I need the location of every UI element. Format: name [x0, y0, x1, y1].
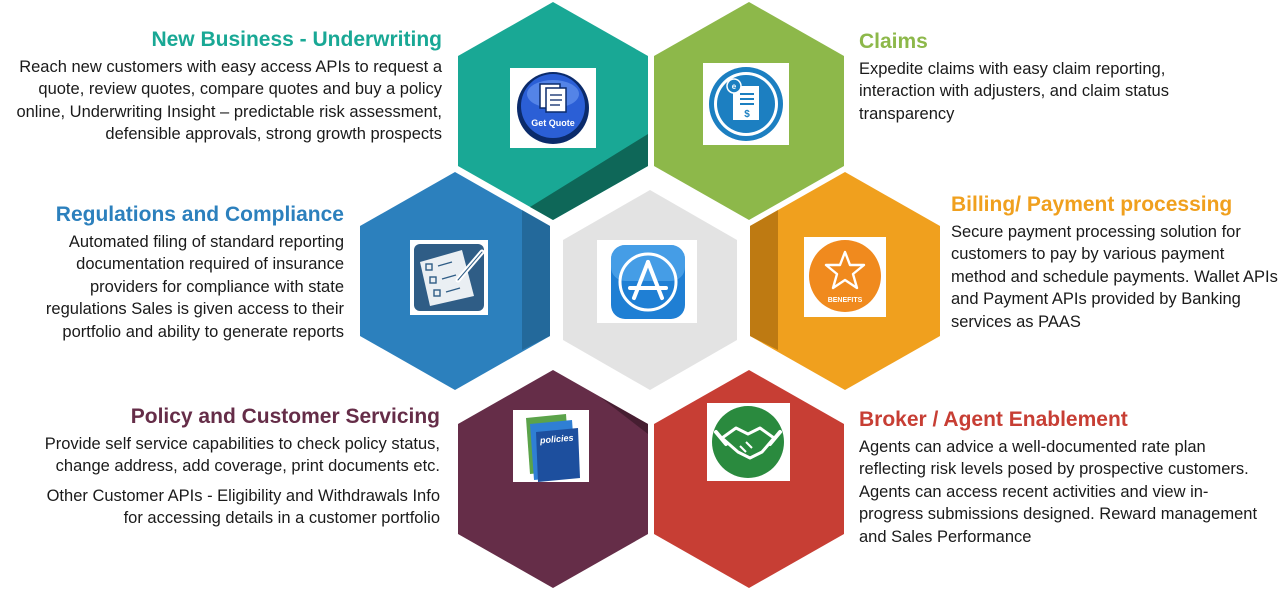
billing-block: Billing/ Payment processing Secure payme…	[951, 193, 1281, 333]
policy-block: Policy and Customer Servicing Provide se…	[40, 405, 440, 530]
broker-description: Agents can advice a well-documented rate…	[859, 438, 1258, 546]
new-business-description: Reach new customers with easy access API…	[16, 58, 442, 144]
billing-title: Billing/ Payment processing	[951, 193, 1233, 216]
policies-label: policies	[539, 433, 574, 446]
checklist-pencil-icon	[410, 240, 488, 315]
policy-title: Policy and Customer Servicing	[130, 405, 440, 428]
regulations-title: Regulations and Compliance	[55, 203, 344, 226]
new-business-title: New Business - Underwriting	[151, 28, 442, 51]
svg-text:e: e	[732, 82, 737, 91]
broker-block: Broker / Agent Enablement Agents can adv…	[859, 408, 1269, 548]
get-quote-label: Get Quote	[531, 118, 575, 128]
document-dollar-icon: $ e	[703, 63, 789, 145]
benefits-label: BENEFITS	[828, 297, 863, 304]
svg-text:$: $	[744, 109, 750, 120]
policies-folder-icon: policies	[513, 410, 589, 482]
policy-description-apis: Other Customer APIs - Eligibility and Wi…	[46, 486, 440, 528]
claims-block: Claims Expedite claims with easy claim r…	[859, 30, 1239, 125]
get-quote-icon: Get Quote	[510, 68, 596, 148]
star-benefits-icon: BENEFITS	[804, 237, 886, 317]
claims-description: Expedite claims with easy claim reportin…	[859, 60, 1169, 123]
handshake-icon	[707, 403, 790, 481]
new-business-block: New Business - Underwriting Reach new cu…	[14, 28, 442, 146]
regulations-block: Regulations and Compliance Automated fil…	[8, 203, 344, 343]
app-store-icon	[597, 240, 697, 323]
regulations-description: Automated filing of standard reporting d…	[45, 233, 344, 341]
broker-title: Broker / Agent Enablement	[859, 408, 1128, 431]
policy-description: Provide self service capabilities to che…	[44, 435, 440, 476]
billing-description: Secure payment processing solution for c…	[951, 223, 1278, 331]
claims-title: Claims	[859, 30, 928, 53]
